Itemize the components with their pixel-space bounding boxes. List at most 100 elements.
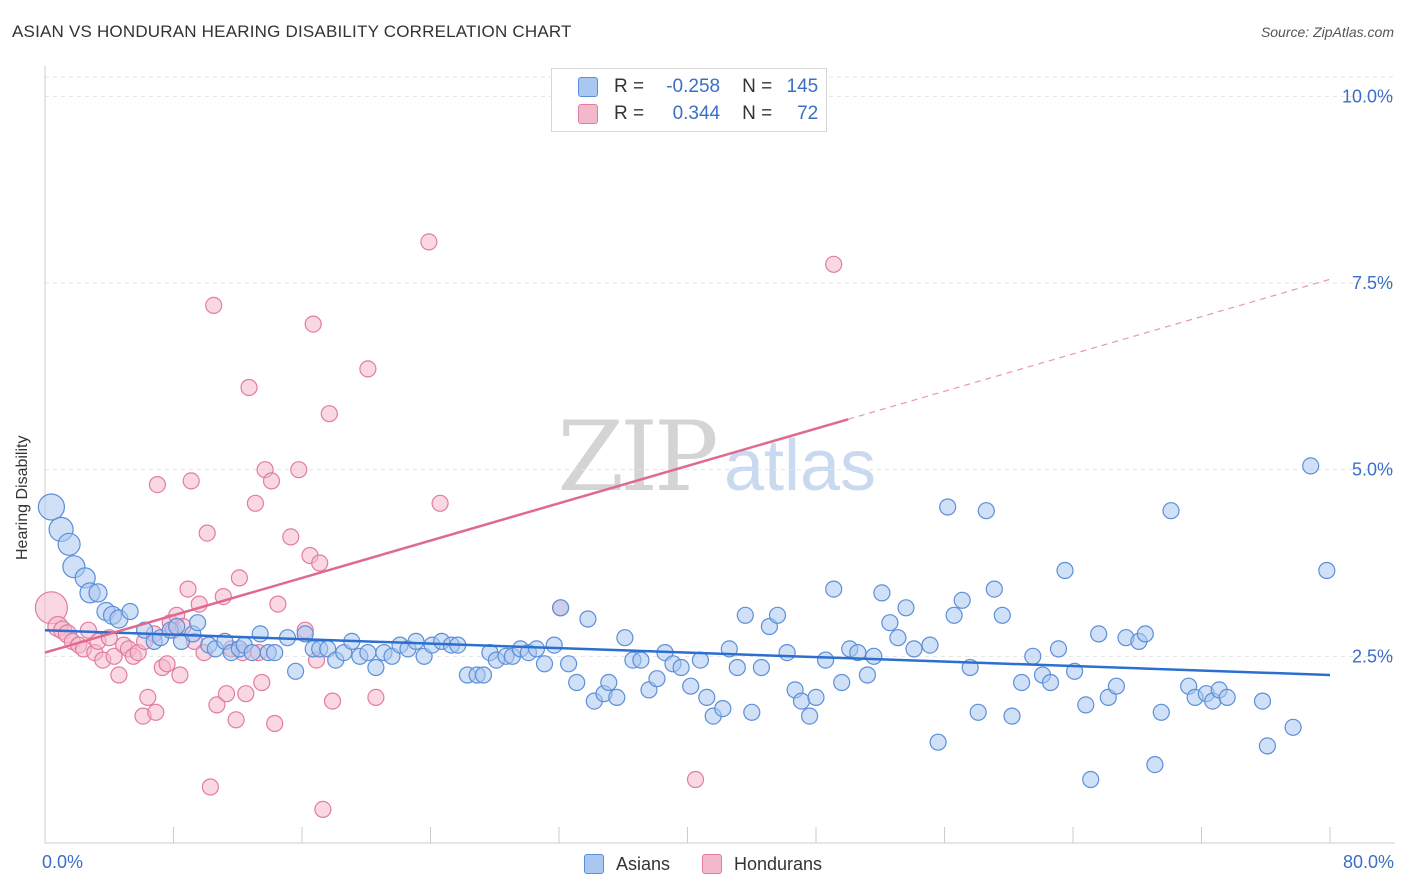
asian-point: [527, 640, 546, 658]
legend-item-hondurans[interactable]: Hondurans: [701, 853, 823, 875]
asian-point: [672, 658, 690, 677]
trend-line-asians: [44, 628, 1331, 677]
asian-point: [474, 666, 493, 684]
asian-point: [600, 673, 618, 692]
asian-point: [792, 692, 811, 710]
honduran-point: [227, 711, 245, 729]
asian-point: [88, 583, 108, 603]
asian-point: [743, 703, 761, 721]
asians-legend-label: Asians: [615, 853, 670, 874]
asian-point: [551, 599, 570, 617]
hondurans-legend-label: Hondurans: [733, 853, 823, 874]
legend-item-asians[interactable]: Asians: [583, 853, 670, 875]
asian-point: [807, 688, 825, 707]
honduran-point: [320, 405, 338, 423]
asians-swatch: [578, 77, 598, 97]
asian-point: [929, 733, 947, 751]
asian-point: [559, 655, 578, 673]
trend-line-extension-hondurans: [847, 278, 1331, 420]
asian-point: [1107, 677, 1126, 695]
honduran-point: [420, 233, 438, 251]
asian-point: [714, 699, 732, 718]
asian-point: [1152, 703, 1170, 721]
r-label: R =: [614, 76, 645, 97]
honduran-point: [253, 673, 271, 692]
honduran-point: [105, 647, 123, 665]
asian-point: [1146, 755, 1164, 774]
asian-point: [691, 651, 710, 669]
r-label: R =: [614, 103, 645, 124]
n-value-asians: 145: [786, 76, 819, 97]
asian-point: [1056, 561, 1074, 580]
asian-point: [1003, 707, 1021, 725]
watermark-atlas: atlas: [724, 426, 876, 506]
asian-point: [37, 493, 66, 521]
asian-point: [243, 643, 261, 662]
asian-point: [897, 599, 915, 617]
x-tick-min: 0.0%: [42, 852, 84, 872]
n-label: N =: [742, 103, 773, 124]
asian-point: [825, 580, 843, 598]
watermark-zip: ZIP: [557, 401, 716, 513]
asian-point: [535, 655, 554, 673]
honduran-point: [182, 472, 200, 490]
asian-point: [768, 606, 787, 624]
asian-point: [189, 614, 207, 632]
axes: [44, 66, 1395, 844]
r-value-asians: -0.258: [666, 76, 721, 97]
asian-point: [889, 629, 907, 647]
asian-point: [251, 625, 269, 643]
asian-point: [579, 610, 597, 628]
honduran-point: [686, 770, 705, 789]
asian-point: [545, 636, 563, 654]
asian-point: [648, 670, 666, 688]
honduran-point: [158, 655, 176, 673]
gridlines: [45, 76, 1395, 657]
asian-point: [849, 643, 867, 662]
asian-point: [407, 632, 425, 651]
honduran-point: [201, 778, 219, 796]
asian-point: [800, 707, 819, 725]
series-legend: Asians Hondurans: [0, 852, 1406, 876]
asian-point: [287, 662, 305, 680]
honduran-point: [110, 666, 128, 684]
n-value-hondurans: 72: [797, 103, 819, 124]
honduran-point: [148, 476, 166, 494]
honduran-point: [269, 595, 287, 613]
honduran-point: [230, 569, 248, 587]
asian-point: [939, 498, 957, 516]
asian-point: [736, 606, 754, 624]
asian-point: [752, 658, 771, 677]
asian-point: [698, 688, 716, 707]
asian-point: [778, 643, 796, 662]
honduran-point: [198, 524, 216, 542]
x-tick-max: 80.0%: [1342, 852, 1394, 872]
asian-point: [945, 606, 963, 624]
honduran-point: [311, 554, 329, 572]
y-tick-label: 2.5%: [1352, 646, 1393, 666]
asian-point: [1024, 647, 1042, 665]
watermark: ZIP atlas: [557, 401, 876, 513]
asian-point: [1136, 625, 1154, 643]
r-value-hondurans: 0.344: [672, 103, 721, 124]
honduran-point: [314, 800, 332, 819]
asian-point: [608, 688, 626, 707]
legend-row-hondurans: R = 0.344 N = 72: [578, 101, 818, 127]
trend-lines: [44, 278, 1331, 677]
honduran-point: [266, 714, 284, 733]
asian-point: [1258, 737, 1277, 755]
honduran-point: [262, 472, 281, 490]
correlation-legend: R = -0.258 N = 145 R = 0.344 N = 72: [551, 68, 827, 132]
honduran-point: [147, 703, 165, 721]
asian-point: [168, 617, 186, 636]
honduran-point: [237, 685, 255, 703]
data-points: [34, 233, 1336, 819]
honduran-point: [825, 255, 843, 273]
asian-point: [121, 602, 139, 621]
asian-point: [632, 651, 650, 669]
asian-point: [873, 584, 891, 602]
y-tick-label: 10.0%: [1342, 86, 1393, 106]
honduran-point: [290, 461, 308, 479]
asian-point: [816, 651, 835, 669]
